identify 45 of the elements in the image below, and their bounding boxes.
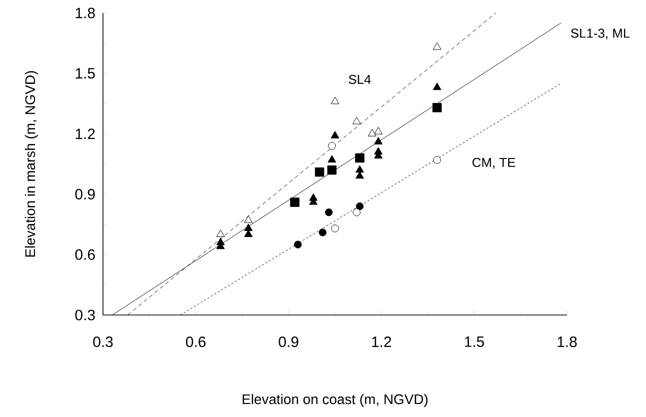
point <box>290 198 300 207</box>
x-tick-label: 0.3 <box>93 336 113 348</box>
x-tick-label: 0.9 <box>278 336 298 348</box>
point <box>328 155 336 163</box>
x-axis-title: Elevation on coast (m, NGVD) <box>242 394 428 407</box>
y-tick-label: 0.6 <box>75 249 95 260</box>
point <box>352 116 361 124</box>
y-tick-label: 1.5 <box>76 68 95 79</box>
x-tick-label: 1.5 <box>464 336 484 347</box>
point <box>356 171 364 179</box>
x-tick-label: 1.8 <box>558 336 577 348</box>
x-tick-label: 0.6 <box>186 336 206 348</box>
point <box>432 42 442 50</box>
point <box>330 130 340 138</box>
y-tick-label: 0.9 <box>75 188 95 200</box>
point <box>244 216 253 223</box>
point <box>330 96 340 104</box>
point <box>355 153 364 163</box>
y-tick-label: 1.2 <box>76 128 95 140</box>
point <box>374 126 383 134</box>
point <box>331 224 339 232</box>
point <box>374 137 383 144</box>
series-label: SL1-3, ML <box>570 28 630 40</box>
point <box>368 128 376 136</box>
point <box>244 224 253 231</box>
point <box>244 230 253 238</box>
y-axis-title: Elevation in marsh (m, NGVD) <box>24 71 38 257</box>
point <box>318 228 326 236</box>
point <box>356 165 364 173</box>
point <box>216 230 225 238</box>
point <box>328 142 336 150</box>
point <box>294 240 302 248</box>
series-label: CM, TE <box>472 158 516 169</box>
point <box>356 202 364 210</box>
series-label: SL4 <box>348 74 371 84</box>
point <box>433 156 441 164</box>
point <box>327 165 337 175</box>
point <box>314 167 324 177</box>
point <box>324 208 333 216</box>
y-tick-label: 0.3 <box>75 310 95 320</box>
point <box>352 208 360 216</box>
x-tick-label: 1.2 <box>372 336 392 347</box>
point <box>432 82 442 90</box>
point <box>432 102 442 112</box>
y-tick-label: 1.8 <box>76 8 95 18</box>
